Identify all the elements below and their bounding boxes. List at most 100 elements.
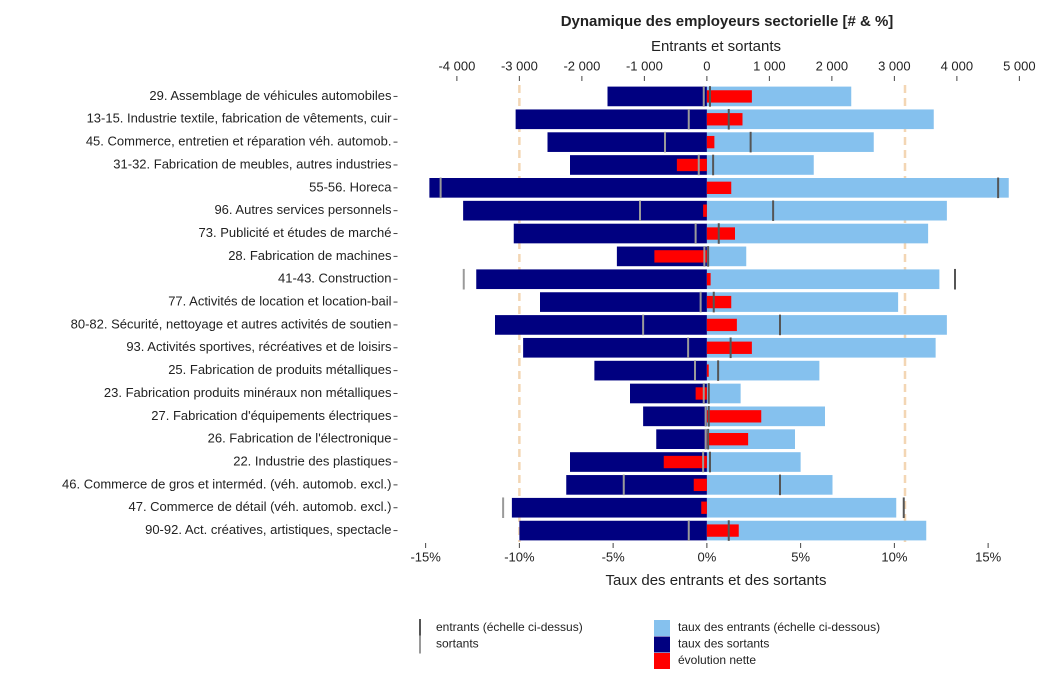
- net-bar: [706, 273, 711, 286]
- bar: [515, 109, 707, 130]
- bar: [706, 315, 947, 335]
- category-label: 29. Assemblage de véhicules automobiles: [149, 88, 392, 103]
- category-label: 31-32. Fabrication de meubles, autres in…: [113, 156, 392, 171]
- bar: [706, 452, 801, 472]
- net-bar: [706, 524, 739, 537]
- chart-title: Dynamique des employeurs sectorielle [# …: [561, 13, 894, 30]
- category-label: 27. Fabrication d'équipements électrique…: [151, 408, 392, 423]
- category-label: 55-56. Horeca: [309, 179, 392, 194]
- x-tick-label: 15%: [975, 549, 1001, 564]
- x-tick-label: 5%: [791, 549, 810, 564]
- bar: [607, 86, 707, 107]
- x-axis-label: Taux des entrants et des sortants: [606, 572, 827, 589]
- bar: [630, 383, 707, 404]
- net-bar: [676, 158, 707, 172]
- net-bar: [706, 341, 752, 354]
- bar: [706, 497, 897, 518]
- x-tick-label: 10%: [881, 549, 907, 564]
- bar: [643, 406, 707, 427]
- bar: [706, 177, 1009, 198]
- bar: [429, 177, 707, 198]
- bar: [706, 383, 741, 404]
- net-bar: [706, 433, 749, 446]
- category-label: 13-15. Industrie textile, fabrication de…: [87, 111, 393, 126]
- category-label: 46. Commerce de gros et interméd. (véh. …: [62, 476, 391, 491]
- legend-label: évolution nette: [678, 653, 756, 667]
- net-bar: [663, 455, 707, 469]
- bar: [706, 520, 927, 541]
- legend-label: taux des entrants (échelle ci-dessous): [678, 620, 880, 634]
- x2-tick-label: -1 000: [626, 58, 663, 73]
- net-bar: [706, 364, 709, 377]
- net-bar: [654, 250, 707, 263]
- x2-tick-label: -4 000: [438, 58, 475, 73]
- bar: [706, 132, 874, 152]
- category-label: 96. Autres services personnels: [214, 202, 392, 217]
- net-bar: [695, 387, 707, 400]
- x2-tick-label: 3 000: [878, 58, 911, 73]
- category-label: 77. Activités de location et location-ba…: [168, 294, 391, 309]
- category-label: 25. Fabrication de produits métalliques: [168, 362, 392, 377]
- net-bar: [703, 204, 707, 217]
- bar: [594, 360, 707, 381]
- bar: [656, 429, 707, 450]
- x2-tick-label: 4 000: [941, 58, 974, 73]
- bar: [706, 109, 934, 130]
- x-tick-label: -10%: [504, 549, 535, 564]
- bar: [523, 337, 707, 358]
- category-label: 73. Publicité et études de marché: [199, 225, 392, 240]
- bar: [706, 337, 936, 358]
- bar: [519, 520, 707, 541]
- net-bar: [693, 478, 707, 492]
- x-tick-label: 0%: [697, 549, 716, 564]
- legend-swatch: [654, 620, 670, 636]
- category-label: 80-82. Sécurité, nettoyage et autres act…: [71, 316, 392, 331]
- net-bar: [706, 135, 715, 149]
- category-label: 93. Activités sportives, récréatives et …: [126, 339, 392, 354]
- x2-tick-label: 0: [703, 58, 710, 73]
- x2-tick-label: 2 000: [816, 58, 849, 73]
- legend-label: taux des sortants: [678, 637, 769, 651]
- net-bar: [706, 181, 732, 194]
- category-label: 23. Fabrication produits minéraux non mé…: [104, 385, 392, 400]
- category-label: 45. Commerce, entretien et réparation vé…: [86, 134, 392, 149]
- x2-tick-label: -3 000: [501, 58, 538, 73]
- x2-tick-label: 5 000: [1003, 58, 1036, 73]
- x2-axis-label: Entrants et sortants: [651, 38, 781, 55]
- bar: [511, 497, 707, 518]
- bar: [547, 132, 707, 152]
- net-bar: [706, 227, 735, 240]
- category-label: 90-92. Act. créatives, artistiques, spec…: [145, 522, 391, 537]
- bar: [706, 200, 947, 221]
- net-bar: [706, 113, 743, 126]
- bar: [513, 223, 707, 244]
- category-label: 47. Commerce de détail (véh. automob. ex…: [128, 499, 391, 514]
- bar: [476, 269, 707, 290]
- net-bar: [706, 295, 732, 309]
- bar: [495, 315, 707, 335]
- legend-swatch: [654, 636, 670, 653]
- bar: [706, 292, 899, 312]
- x-tick-label: -5%: [602, 549, 626, 564]
- legend-label: sortants: [436, 637, 479, 651]
- bar: [706, 246, 747, 267]
- bar: [706, 475, 833, 495]
- bar: [566, 475, 707, 495]
- x2-tick-label: -2 000: [563, 58, 600, 73]
- legend-swatch: [654, 653, 670, 669]
- bar: [540, 292, 707, 312]
- category-label: 26. Fabrication de l'électronique: [208, 431, 392, 446]
- net-bar: [701, 501, 707, 514]
- legend-label: entrants (échelle ci-dessus): [436, 620, 583, 634]
- bar: [706, 155, 814, 175]
- net-bar: [706, 90, 752, 103]
- bar: [706, 360, 820, 381]
- bar: [463, 200, 707, 221]
- x-tick-label: -15%: [410, 549, 441, 564]
- category-label: 28. Fabrication de machines: [228, 248, 392, 263]
- category-label: 22. Industrie des plastiques: [233, 453, 392, 468]
- bar: [570, 155, 707, 175]
- bar: [706, 223, 929, 244]
- net-bar: [706, 318, 737, 332]
